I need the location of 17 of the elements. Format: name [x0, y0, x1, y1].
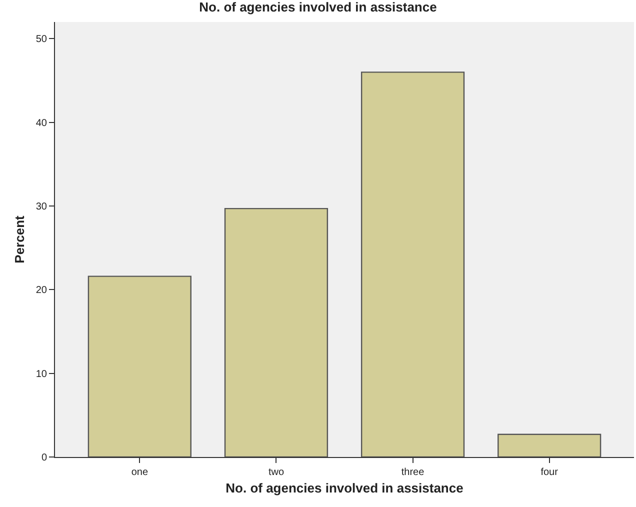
- bar: [360, 72, 465, 457]
- bar: [498, 434, 602, 457]
- y-tick-label: 40: [36, 118, 48, 129]
- y-tick-label: 20: [36, 285, 48, 296]
- y-tick-label: 0: [41, 452, 48, 464]
- x-tick-label: two: [268, 467, 284, 478]
- x-axis-title: No. of agencies involved in assistance: [226, 480, 464, 496]
- y-tick-label: 10: [36, 368, 48, 380]
- bar: [88, 276, 192, 457]
- y-tick-label: 50: [36, 34, 48, 46]
- x-tick-label: four: [540, 467, 559, 478]
- y-axis-title: Percent: [12, 214, 27, 264]
- y-tick-label: 30: [36, 202, 48, 213]
- x-tick-label: three: [401, 467, 425, 478]
- chart-title: No. of agencies involved in assistance: [199, 0, 437, 15]
- x-tick-label: one: [131, 467, 148, 478]
- bar: [224, 208, 328, 457]
